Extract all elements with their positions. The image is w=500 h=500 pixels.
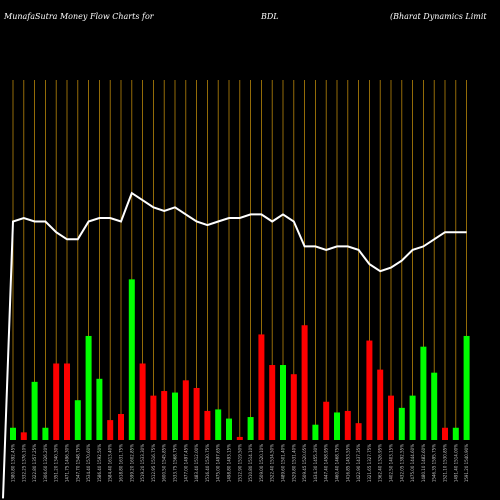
money-flow-bar: [128, 279, 135, 440]
chart-title: MunafaSutra Money Flow Charts for: [4, 12, 154, 21]
money-flow-bar: [161, 391, 168, 440]
x-tick-label: 1516.40 1530.75%: [205, 444, 210, 482]
money-flow-bar: [204, 410, 211, 440]
money-flow-bar: [258, 334, 265, 440]
x-tick-label: 1362.40 1326.95%: [378, 444, 383, 482]
money-flow-bar: [442, 427, 448, 440]
x-tick-label: 1402.50 1403.15%: [389, 444, 394, 482]
money-flow-bar: [431, 372, 438, 440]
money-flow-bar: [463, 335, 470, 440]
money-flow-bar: [10, 427, 16, 440]
money-flow-bar: [398, 407, 405, 440]
money-flow-bar: [388, 395, 394, 440]
x-tick-label: 1480.10 1482.60%: [421, 444, 426, 482]
price-line-path: [2, 191, 467, 499]
money-flow-bar: [323, 401, 330, 440]
chart-symbol: BDL: [261, 12, 279, 21]
x-tick-label: 1591.20 1540.90%: [464, 444, 469, 482]
x-tick-label: 1547.70 1548.75%: [75, 444, 80, 482]
money-flow-bar: [280, 365, 286, 440]
money-flow-bar: [53, 363, 60, 440]
x-tick-label: 1546.35 1595.75%: [432, 444, 437, 482]
money-flow-bar: [64, 363, 70, 440]
x-tick-label: 1584.40 1613.40%: [108, 444, 113, 482]
x-axis-labels: 1380.80 1392.45% 1332.25 1376.10% 1322.80 …: [11, 444, 470, 482]
money-flow-bar: [96, 378, 103, 440]
x-tick-label: 1522.40 1534.50%: [270, 444, 275, 482]
x-tick-label: 1599.20 1602.85%: [129, 444, 134, 482]
x-tick-label: 1321.65 1327.75%: [367, 444, 372, 482]
x-tick-label: 1491.40 1514.00%: [453, 444, 458, 482]
money-flow-bar: [74, 400, 81, 440]
x-tick-label: 1432.05 1392.55%: [399, 444, 404, 482]
x-tick-label: 1600.50 1545.85%: [162, 444, 167, 482]
money-flow-bar: [247, 417, 254, 440]
money-flow-bar: [312, 424, 319, 440]
money-flow-bar: [193, 387, 200, 440]
x-tick-label: 1416.85 1453.55%: [345, 444, 350, 482]
money-flow-bar: [452, 427, 459, 440]
money-flow-bar: [139, 363, 146, 440]
chart-company: (Bharat Dynamics Limit: [390, 12, 487, 21]
money-flow-bar: [31, 381, 38, 440]
money-flow-bar: [20, 432, 27, 440]
x-tick-label: 1512.90 1519.50%: [237, 444, 242, 482]
x-tick-label: 1489.60 1501.40%: [281, 444, 286, 482]
price-line: [2, 191, 467, 499]
x-tick-label: 1519.20 1533.30%: [140, 444, 145, 482]
money-flow-bar: [269, 365, 276, 440]
money-flow-bar: [344, 410, 351, 440]
x-tick-label: 1460.40 1468.75%: [335, 444, 340, 482]
x-tick-label: 1447.40 1458.95%: [324, 444, 329, 482]
x-tick-label: 1475.00 1497.65%: [216, 444, 221, 482]
x-tick-label: 1586.40 1592.50%: [97, 444, 102, 482]
grid-lines: [12, 80, 468, 440]
money-flow-bar: [172, 392, 178, 440]
money-flow-bar: [377, 369, 384, 440]
x-tick-label: 1483.40 1512.00%: [194, 444, 199, 482]
money-flow-bar: [182, 380, 189, 440]
x-tick-label: 1434.30 1455.30%: [313, 444, 318, 482]
x-tick-label: 1529.80 1531.40%: [291, 444, 296, 482]
money-flow-bar: [301, 325, 308, 440]
x-tick-label: 1422.90 1437.35%: [356, 444, 361, 482]
money-flow-bar: [236, 436, 243, 440]
chart-header: MunafaSutra Money Flow Charts for BDL (B…: [0, 0, 500, 24]
money-flow-bar: [85, 335, 92, 440]
x-tick-label: 1509.00 1520.10%: [259, 444, 264, 482]
money-flow-bar: [42, 427, 49, 440]
money-flow-bar: [107, 420, 114, 440]
money-flow-bar: [409, 395, 416, 440]
x-tick-label: 1477.00 1497.45%: [183, 444, 188, 482]
money-flow-bar: [355, 423, 362, 440]
x-tick-label: 1512.95 1516.75%: [151, 444, 156, 482]
x-tick-label: 1618.80 1631.75%: [119, 444, 124, 482]
x-tick-label: 1306.60 1326.20%: [43, 444, 48, 482]
money-flow-bar: [215, 409, 222, 440]
x-tick-label: 1322.80 1357.25%: [32, 444, 37, 482]
money-flow-bar: [150, 395, 157, 440]
x-tick-label: 1510.80 1514.10%: [248, 444, 253, 482]
money-flow-bars: [10, 279, 470, 440]
x-tick-label: 1498.80 1493.15%: [227, 444, 232, 482]
money-flow-bar: [226, 418, 232, 440]
money-flow-bar: [290, 374, 297, 440]
x-tick-label: 1533.75 1568.75%: [173, 444, 178, 482]
money-flow-bar: [420, 346, 427, 440]
x-tick-label: 1534.40 1570.60%: [86, 444, 91, 482]
x-tick-label: 1351.20 1340.30%: [54, 444, 59, 482]
x-tick-label: 1471.75 1496.30%: [65, 444, 70, 482]
x-tick-label: 1521.10 1530.85%: [443, 444, 448, 482]
x-tick-label: 1475.00 1444.60%: [410, 444, 415, 482]
x-tick-label: 1332.25 1376.10%: [21, 444, 26, 482]
money-flow-bar: [334, 412, 340, 440]
money-flow-bar: [366, 340, 373, 440]
money-flow-bar: [118, 413, 124, 440]
x-tick-label: 1380.80 1392.45%: [11, 444, 16, 482]
x-tick-label: 1509.45 1520.05%: [302, 444, 307, 482]
